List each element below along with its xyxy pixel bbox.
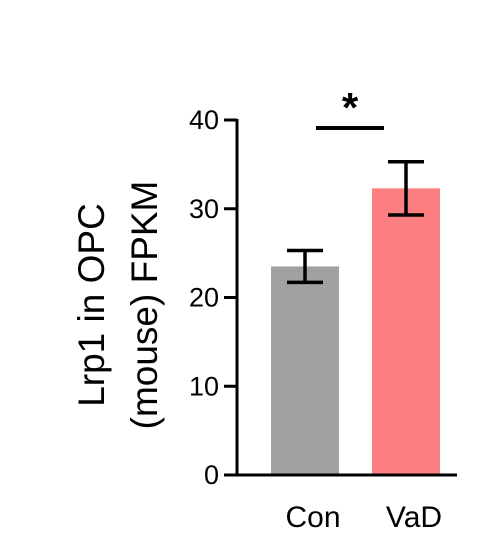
y-axis-label: Lrp1 in OPC (mouse) FPKM: [71, 181, 165, 430]
x-axis-categories: Con VaD: [285, 501, 442, 534]
y-axis: 0 10 20 30 40: [189, 105, 457, 490]
category-label-vad: VaD: [386, 501, 442, 534]
y-tick-label-10: 10: [189, 371, 219, 401]
bars: [271, 188, 440, 475]
error-bar-vad: [388, 159, 424, 217]
y-tick-label-40: 40: [189, 105, 219, 135]
y-tick-label-30: 30: [189, 194, 219, 224]
y-axis-label-line-1: Lrp1 in OPC: [71, 203, 112, 407]
category-label-con: Con: [285, 501, 340, 534]
y-tick-label-0: 0: [204, 460, 219, 490]
y-tick-label-20: 20: [189, 283, 219, 313]
error-bars: [287, 159, 424, 285]
bar-vad: [372, 188, 440, 475]
significance-marker: *: [316, 84, 384, 131]
bar-con: [271, 266, 339, 475]
error-bar-con: [287, 248, 323, 285]
significance-asterisk: *: [342, 84, 359, 131]
y-axis-label-line-2: (mouse) FPKM: [124, 181, 165, 430]
